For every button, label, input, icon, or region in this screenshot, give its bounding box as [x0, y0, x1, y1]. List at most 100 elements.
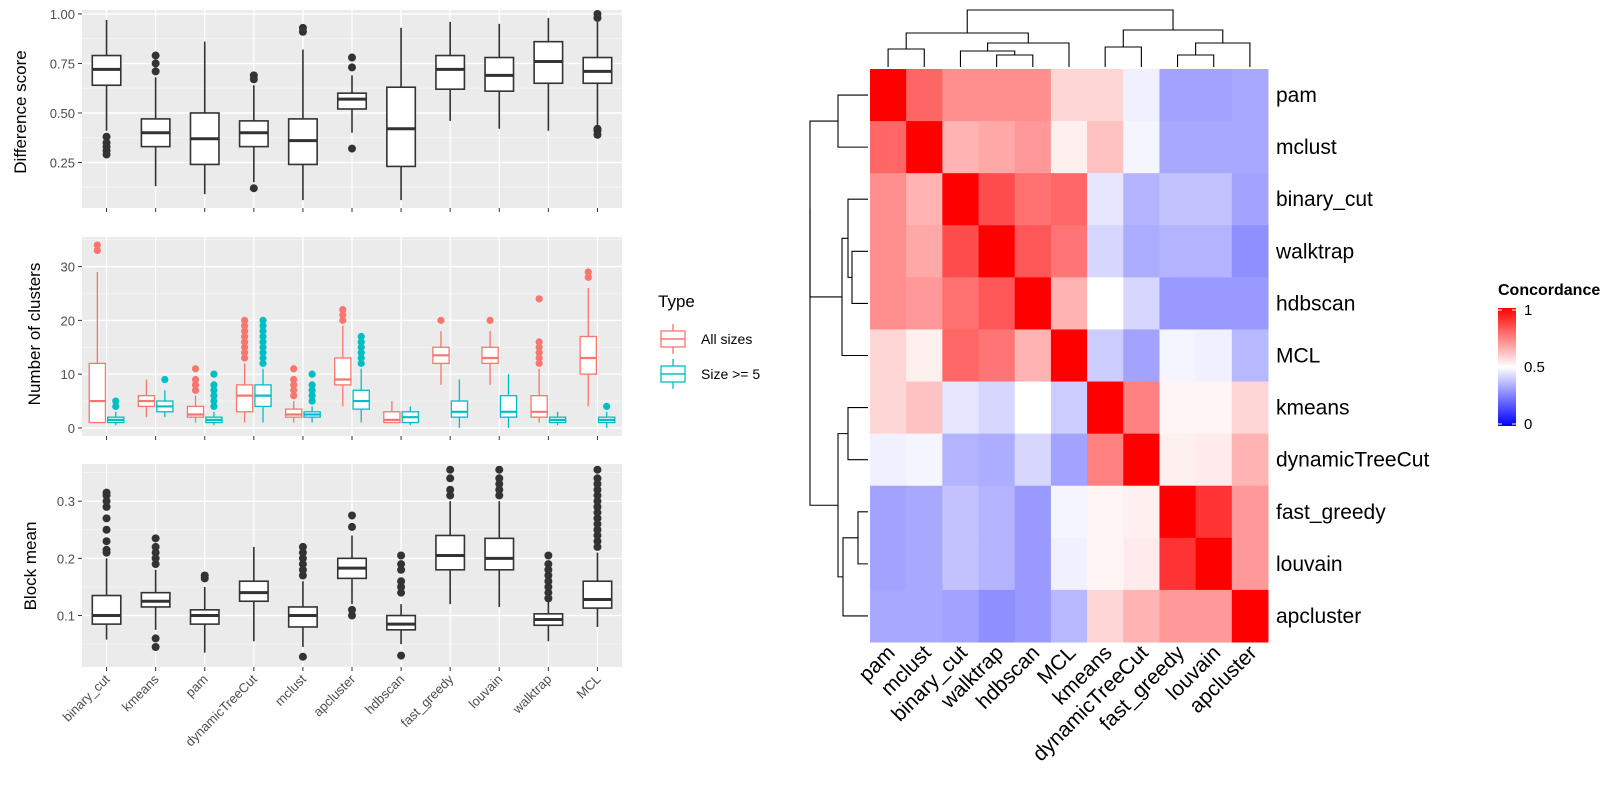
outlier-point	[584, 273, 592, 281]
outlier-point	[535, 359, 543, 367]
outlier-point	[348, 511, 356, 520]
outlier-point	[298, 565, 307, 574]
heatmap-cell-hdbscan-fast_greedy	[1159, 277, 1197, 330]
outlier-point	[593, 474, 602, 483]
heatmap-cell-louvain-MCL	[1050, 537, 1088, 591]
box-dynamicTreeCut	[238, 71, 269, 193]
heatmap-cell-mclust-fast_greedy	[1159, 121, 1197, 174]
outlier-point	[298, 554, 307, 563]
box-MCL	[582, 9, 613, 139]
box-binary_cut	[91, 19, 122, 159]
difference-score-axis-title: Difference score	[11, 50, 30, 173]
outlier-point	[290, 365, 298, 373]
outlier-point	[593, 514, 602, 523]
heatmap-cell-pam-hdbscan	[1014, 69, 1052, 122]
outlier-point	[102, 525, 111, 534]
outlier-point	[210, 397, 218, 405]
outlier-point	[593, 9, 602, 18]
outlier-point	[290, 375, 298, 384]
box-iqr	[334, 357, 352, 386]
heatmap-cell-kmeans-dynamicTreeCut	[1123, 381, 1160, 435]
heatmap-cell-MCL-louvain	[1195, 329, 1233, 383]
box-mclust	[287, 23, 318, 201]
x-label-kmeans: kmeans	[119, 671, 162, 714]
outlier-point	[259, 354, 267, 362]
box-binary_cut	[91, 488, 122, 640]
heatmap-cell-louvain-walktrap	[978, 537, 1016, 591]
heatmap-cell-fast_greedy-walktrap	[978, 485, 1016, 539]
heatmap-cell-MCL-kmeans	[1087, 329, 1124, 383]
legend-label-all-sizes: All sizes	[701, 331, 752, 347]
colorbar-label-1: 1	[1524, 302, 1532, 319]
dendrogram-branch	[851, 250, 868, 304]
heatmap-cell-mclust-MCL	[1050, 121, 1088, 174]
heatmap-cell-kmeans-mclust	[906, 381, 943, 435]
outlier-point	[446, 485, 455, 494]
heatmap-cell-hdbscan-apcluster	[1231, 277, 1269, 330]
outlier-point	[397, 565, 406, 574]
outlier-point	[446, 491, 455, 500]
heatmap-cell-pam-fast_greedy	[1159, 69, 1197, 122]
heatmap-cell-dynamicTreeCut-dynamicTreeCut	[1123, 433, 1160, 487]
heatmap-cell-apcluster-louvain	[1195, 589, 1233, 643]
y-tick-label: 0.2	[57, 551, 75, 566]
number-of-clusters-panel: 0 10 20 30	[61, 237, 622, 440]
heatmap-cell-apcluster-MCL	[1050, 589, 1088, 643]
outlier-point	[348, 605, 356, 614]
row-label-walktrap: walktrap	[1275, 240, 1354, 263]
outlier-point	[397, 588, 406, 597]
row-label-apcluster: apcluster	[1276, 605, 1361, 628]
box-pam-size-5	[205, 370, 223, 426]
outlier-point	[308, 392, 316, 400]
x-label-binary_cut: binary_cut	[60, 671, 113, 724]
outlier-point	[102, 488, 111, 497]
colorbar-title: Concordance	[1498, 282, 1600, 299]
heatmap-cell-hdbscan-kmeans	[1087, 277, 1124, 330]
heatmap-cell-kmeans-walktrap	[978, 381, 1016, 435]
heatmap-cell-binary_cut-hdbscan	[1014, 173, 1052, 226]
outlier-point	[93, 246, 101, 255]
outlier-point	[535, 349, 543, 357]
heatmap-cell-mclust-binary_cut	[942, 121, 980, 174]
heatmap-cell-louvain-fast_greedy	[1159, 537, 1197, 591]
legend-label-size-5: Size >= 5	[701, 366, 760, 382]
outlier-point	[544, 588, 553, 597]
outlier-point	[593, 520, 602, 529]
outlier-point	[535, 354, 543, 362]
box-pam	[189, 571, 220, 653]
outlier-point	[397, 582, 406, 591]
outlier-point	[544, 565, 553, 574]
outlier-point	[584, 268, 592, 276]
heatmap-cell-dynamicTreeCut-pam	[870, 433, 907, 487]
row-label-mclust: mclust	[1276, 136, 1337, 159]
outlier-point	[357, 349, 365, 357]
box-pam	[189, 41, 220, 195]
heatmap-cell-pam-binary_cut	[942, 69, 980, 122]
heatmap-cell-kmeans-hdbscan	[1014, 381, 1052, 435]
outlier-point	[93, 241, 101, 249]
heatmap-cell-walktrap-hdbscan	[1014, 225, 1052, 278]
outlier-point	[241, 322, 249, 330]
outlier-point	[241, 354, 249, 362]
outlier-point	[437, 316, 445, 324]
legend-title: Type	[658, 292, 695, 311]
heatmap-cell-binary_cut-pam	[870, 173, 907, 226]
row-label-pam: pam	[1276, 84, 1317, 107]
y-tick-label: 0.75	[50, 56, 75, 71]
heatmap-cell-louvain-mclust	[906, 537, 943, 591]
heatmap-cell-kmeans-kmeans	[1087, 381, 1124, 435]
block-mean-axis-title: Block mean	[21, 522, 40, 611]
heatmap-cell-walktrap-MCL	[1050, 225, 1088, 278]
outlier-point	[259, 349, 267, 357]
dendrogram-branch	[809, 120, 842, 298]
heatmap-cell-mclust-apcluster	[1231, 121, 1269, 174]
heatmap-cell-MCL-hdbscan	[1014, 329, 1052, 383]
dendrogram-branch	[841, 237, 868, 357]
heatmap-cell-fast_greedy-apcluster	[1231, 485, 1269, 539]
heatmap-cell-hdbscan-binary_cut	[942, 277, 980, 330]
heatmap-cell-dynamicTreeCut-hdbscan	[1014, 433, 1052, 487]
outlier-point	[593, 531, 602, 540]
box-iqr	[284, 408, 303, 418]
heatmap-cell-dynamicTreeCut-binary_cut	[942, 433, 980, 487]
